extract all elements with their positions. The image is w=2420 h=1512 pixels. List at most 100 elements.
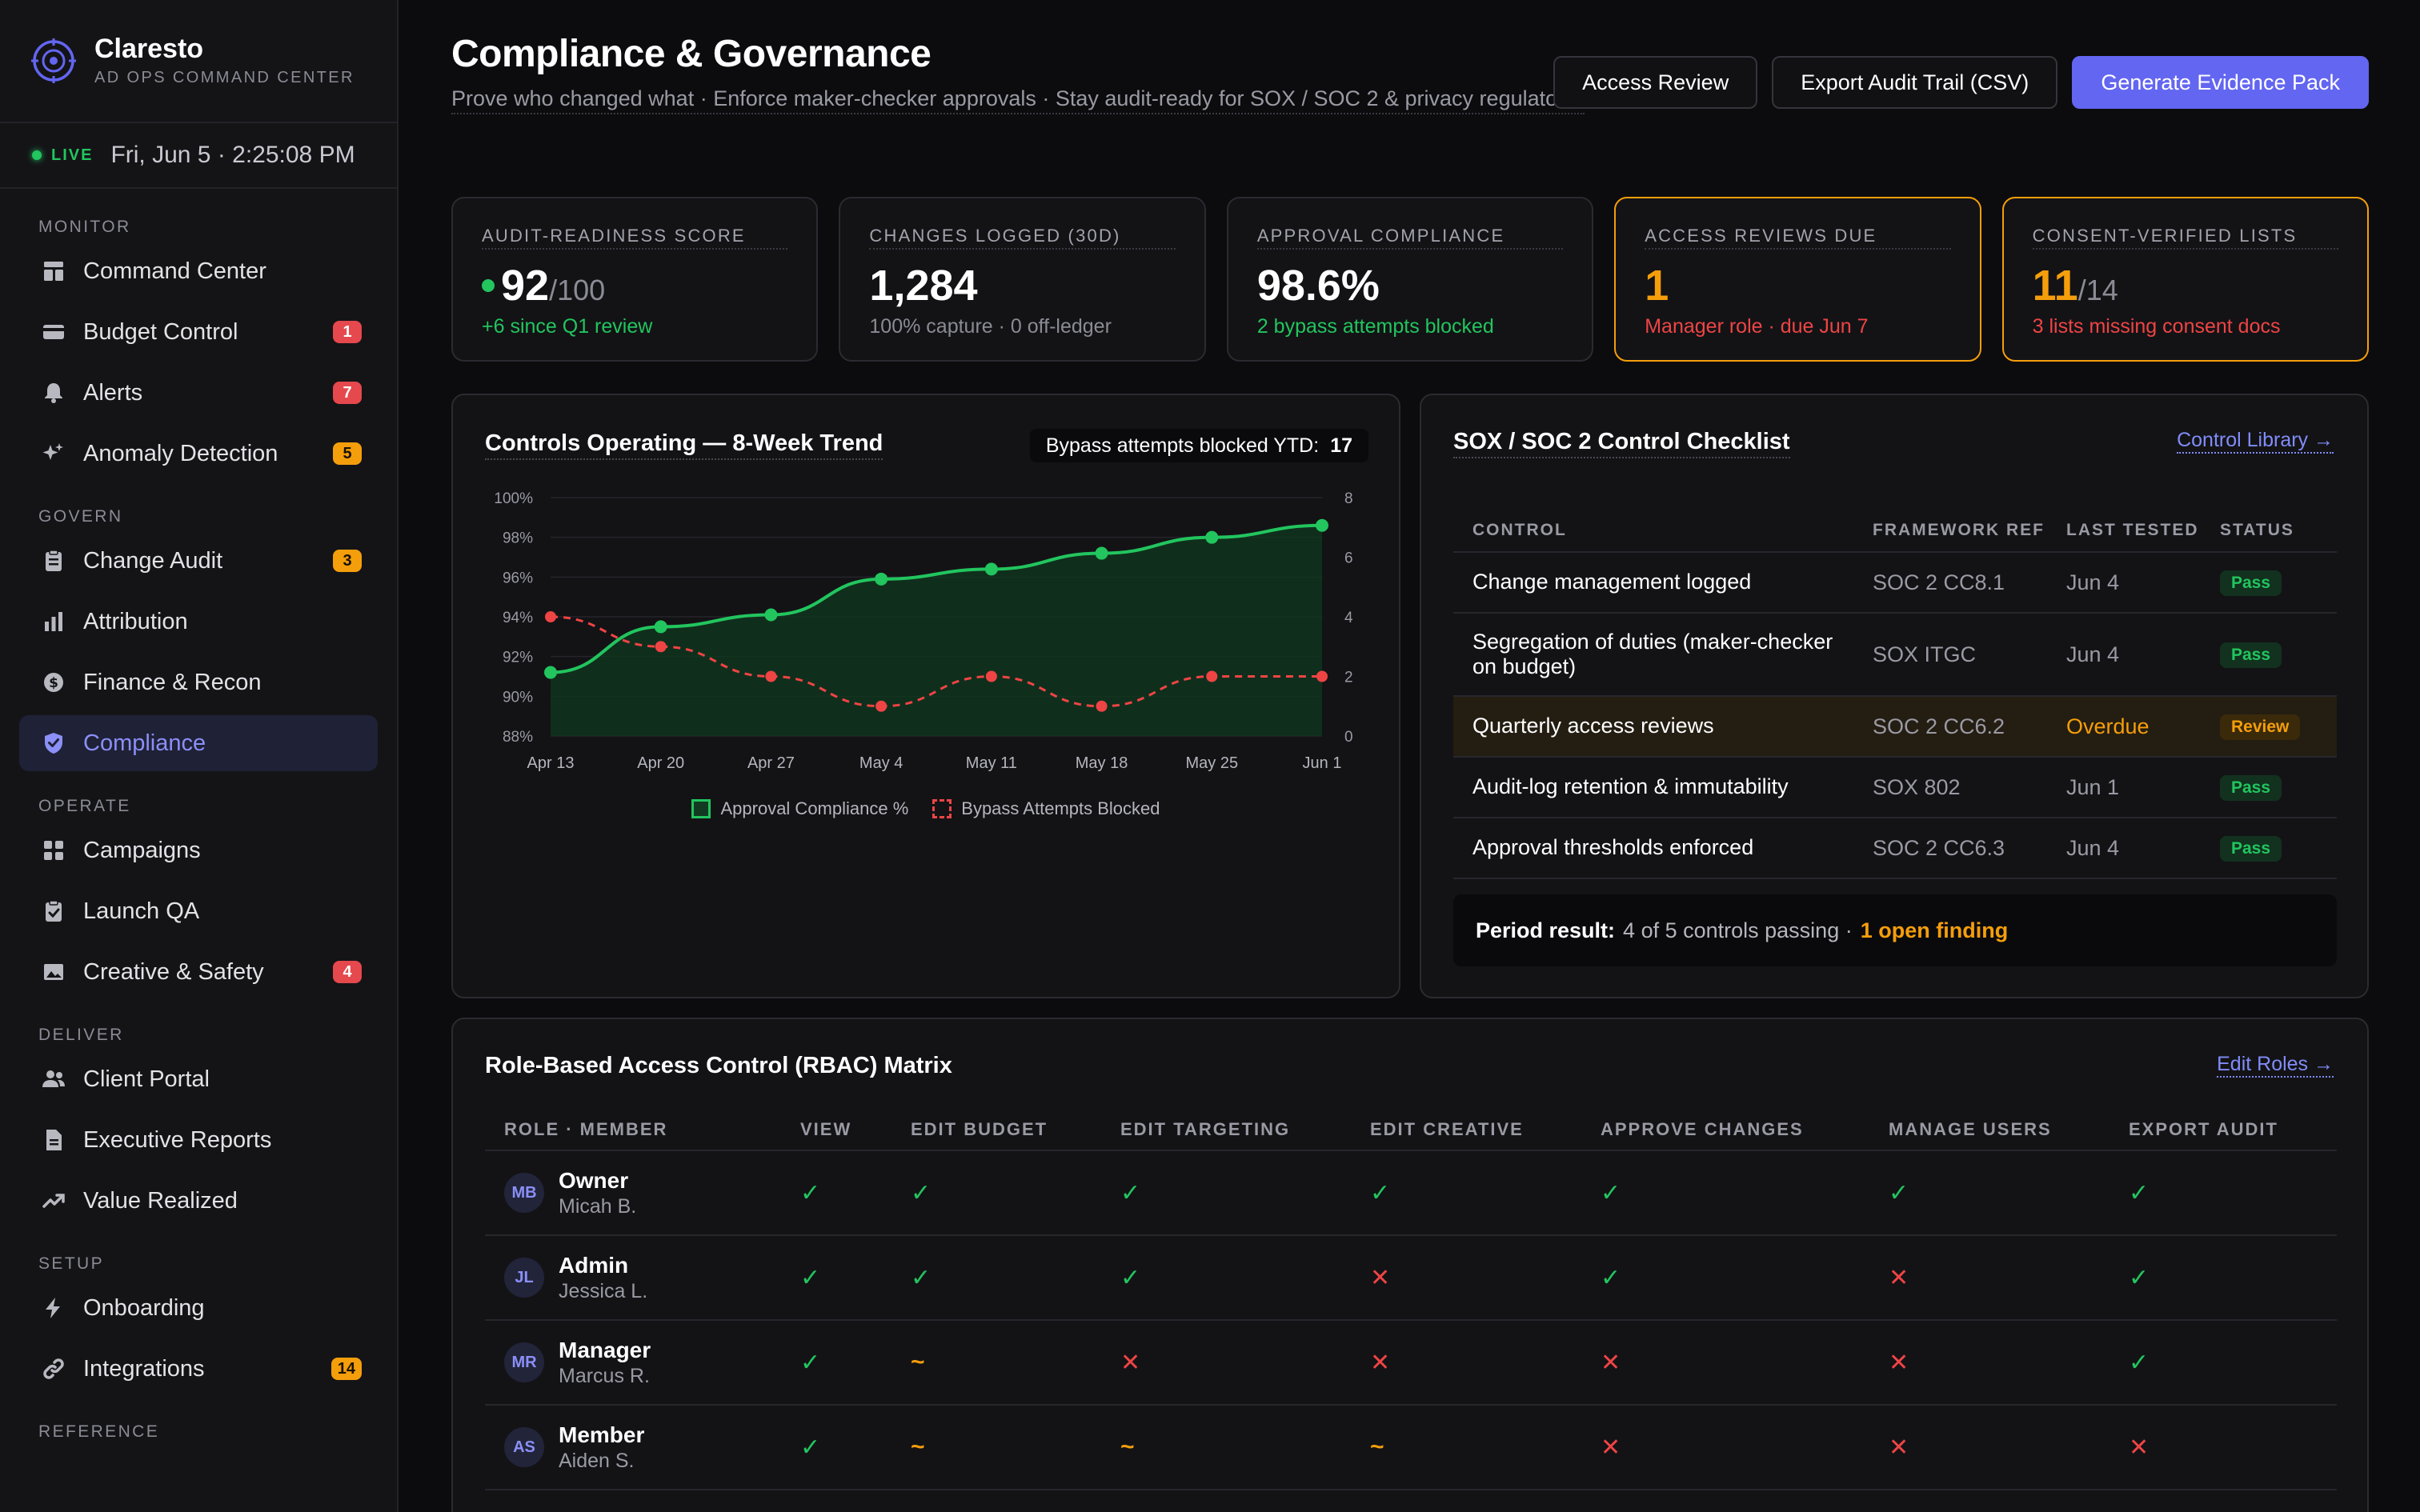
- check-icon: ✓: [1601, 1179, 1621, 1206]
- sidebar-item-onboarding[interactable]: Onboarding: [19, 1280, 378, 1336]
- checklist-row[interactable]: Quarterly access reviews SOC 2 CC6.2 Overd…: [1453, 696, 2337, 758]
- sidebar-item-integrations[interactable]: Integrations 14: [19, 1341, 378, 1397]
- permission-cell[interactable]: ✓: [2109, 1150, 2337, 1236]
- control-name: Audit-log retention & immutability: [1453, 757, 1853, 818]
- permission-cell[interactable]: ✓: [1581, 1150, 1869, 1236]
- y-right-tick-label: 4: [1344, 610, 1353, 626]
- permission-cell[interactable]: ✓: [1101, 1150, 1351, 1236]
- x-tick-label: May 18: [1076, 754, 1128, 772]
- kpi-value-row: 1: [1645, 261, 1950, 310]
- sidebar-item-compliance[interactable]: Compliance: [19, 715, 378, 771]
- cross-icon: ✕: [1120, 1349, 1141, 1376]
- permission-cell[interactable]: ✓: [2109, 1235, 2337, 1321]
- permission-cell[interactable]: ✓: [1101, 1235, 1351, 1321]
- grid-icon: [40, 837, 67, 864]
- rbac-row: AS Member Aiden S. ✓ ~ ~ ~ ✕ ✕ ✕: [485, 1405, 2337, 1490]
- checklist-row[interactable]: Approval thresholds enforced SOC 2 CC6.3 J…: [1453, 818, 2337, 879]
- rbac-row: MB Owner Micah B. ✓ ✓ ✓ ✓ ✓ ✓ ✓: [485, 1150, 2337, 1236]
- permission-cell[interactable]: ✓: [891, 1235, 1101, 1321]
- control-library-link[interactable]: Control Library →: [2177, 429, 2334, 454]
- permission-cell[interactable]: ✓: [781, 1320, 891, 1406]
- sidebar-item-campaigns[interactable]: Campaigns: [19, 822, 378, 878]
- bypass-point: [985, 670, 997, 682]
- check-icon: ✓: [800, 1434, 821, 1461]
- sidebar-item-executive-reports[interactable]: Executive Reports: [19, 1112, 378, 1168]
- brand[interactable]: Claresto AD OPS COMMAND CENTER: [0, 0, 397, 123]
- compliance-point: [1316, 518, 1328, 532]
- permission-cell[interactable]: ✓: [781, 1150, 891, 1236]
- permission-cell[interactable]: ✕: [1351, 1235, 1581, 1321]
- bypass-point: [1096, 700, 1108, 712]
- permission-cell[interactable]: ✓: [2109, 1320, 2337, 1406]
- permission-cell[interactable]: ✕: [1869, 1235, 2109, 1321]
- permission-cell[interactable]: ~: [1351, 1405, 1581, 1490]
- permission-cell[interactable]: ✓: [781, 1235, 891, 1321]
- sidebar-item-label: Campaigns: [83, 837, 201, 863]
- col-status: STATUS: [2201, 490, 2337, 553]
- checklist-row[interactable]: Segregation of duties (maker-checker on …: [1453, 613, 2337, 697]
- permission-cell[interactable]: ✓: [1351, 1150, 1581, 1236]
- page-header: Compliance & Governance Prove who change…: [451, 32, 1585, 115]
- kpi-card[interactable]: AUDIT-READINESS SCORE 92/100 +6 since Q1 r…: [451, 197, 819, 362]
- last-tested: Jun 1: [2047, 757, 2201, 818]
- sidebar-item-alerts[interactable]: Alerts 7: [19, 365, 378, 421]
- permission-cell[interactable]: ✕: [2109, 1405, 2337, 1490]
- checklist-row[interactable]: Change management logged SOC 2 CC8.1 Jun 4…: [1453, 552, 2337, 614]
- permission-cell[interactable]: ✕: [1101, 1320, 1351, 1406]
- checklist-table: CONTROL FRAMEWORK REF LAST TESTED STATUS…: [1453, 490, 2337, 879]
- kpi-value: 98.6%: [1256, 262, 1380, 310]
- permission-cell[interactable]: ✓: [781, 1405, 891, 1490]
- kpi-card[interactable]: APPROVAL COMPLIANCE 98.6% 2 bypass attempt…: [1226, 197, 1594, 362]
- nav-section-title: DELIVER: [38, 1026, 124, 1044]
- sidebar-item-change-audit[interactable]: Change Audit 3: [19, 533, 378, 589]
- sidebar-item-value-realized[interactable]: Value Realized: [19, 1173, 378, 1229]
- sidebar-item-anomaly-detection[interactable]: Anomaly Detection 5: [19, 426, 378, 482]
- open-finding-text[interactable]: 1 open finding: [1860, 918, 2009, 942]
- legend-item-compliance[interactable]: Approval Compliance %: [691, 798, 908, 819]
- sidebar-item-launch-qa[interactable]: Launch QA: [19, 883, 378, 939]
- rbac-col-header: APPROVE CHANGES: [1581, 1109, 1869, 1151]
- kpi-footnote: 100% capture · 0 off-ledger: [869, 315, 1112, 338]
- cross-icon: ✕: [1601, 1349, 1621, 1376]
- cross-icon: ✕: [1370, 1349, 1391, 1376]
- permission-cell[interactable]: ✕: [1869, 1320, 2109, 1406]
- check-icon: ✓: [800, 1349, 821, 1376]
- permission-cell[interactable]: ~: [891, 1405, 1101, 1490]
- edit-roles-link[interactable]: Edit Roles →: [2217, 1053, 2334, 1078]
- permission-cell[interactable]: ✓: [1581, 1235, 1869, 1321]
- live-clock: LIVE Fri, Jun 5 · 2:25:08 PM: [0, 123, 397, 189]
- access-review-button[interactable]: Access Review: [1553, 56, 1758, 109]
- sidebar-item-creative-safety[interactable]: Creative & Safety 4: [19, 944, 378, 1000]
- checklist-row[interactable]: Audit-log retention & immutability SOX 80…: [1453, 757, 2337, 818]
- sidebar: Claresto AD OPS COMMAND CENTER LIVE Fri,…: [0, 0, 399, 1512]
- legend-swatch-green: [691, 799, 711, 818]
- permission-cell[interactable]: ✓: [891, 1150, 1101, 1236]
- sidebar-item-attribution[interactable]: Attribution: [19, 594, 378, 650]
- sidebar-item-finance-recon[interactable]: $ Finance & Recon: [19, 654, 378, 710]
- sidebar-item-client-portal[interactable]: Client Portal: [19, 1051, 378, 1107]
- permission-cell[interactable]: ✕: [1581, 1405, 1869, 1490]
- kpi-card[interactable]: CONSENT-VERIFIED LISTS 11/14 3 lists missi…: [2001, 197, 2370, 362]
- y-right-tick-label: 2: [1344, 670, 1353, 686]
- legend-item-bypass[interactable]: Bypass Attempts Blocked: [932, 798, 1160, 819]
- avatar: MB: [504, 1173, 544, 1213]
- kpi-value-row: 92/100: [482, 261, 787, 310]
- framework-ref: SOX ITGC: [1853, 613, 2047, 697]
- sidebar-item-budget-control[interactable]: Budget Control 1: [19, 304, 378, 360]
- page-title: Compliance & Governance: [451, 33, 932, 75]
- permission-cell[interactable]: ~: [1101, 1405, 1351, 1490]
- permission-cell[interactable]: ✓: [1869, 1150, 2109, 1236]
- y-right-tick-label: 6: [1344, 550, 1353, 567]
- generate-evidence-pack-button[interactable]: Generate Evidence Pack: [2072, 56, 2369, 109]
- export-audit-trail-button[interactable]: Export Audit Trail (CSV): [1772, 56, 2058, 109]
- sidebar-item-label: Finance & Recon: [83, 669, 262, 695]
- permission-cell[interactable]: ✕: [1351, 1320, 1581, 1406]
- permission-cell[interactable]: ✕: [1581, 1320, 1869, 1406]
- role-name: Admin: [559, 1252, 629, 1278]
- permission-cell[interactable]: ✕: [1869, 1405, 2109, 1490]
- kpi-card[interactable]: ACCESS REVIEWS DUE 1 Manager role · due Ju…: [1614, 197, 1981, 362]
- permission-cell[interactable]: ~: [891, 1320, 1101, 1406]
- sidebar-item-command-center[interactable]: Command Center: [19, 243, 378, 299]
- kpi-card[interactable]: CHANGES LOGGED (30D) 1,284 100% capture · …: [839, 197, 1206, 362]
- bypass-point: [1316, 670, 1328, 682]
